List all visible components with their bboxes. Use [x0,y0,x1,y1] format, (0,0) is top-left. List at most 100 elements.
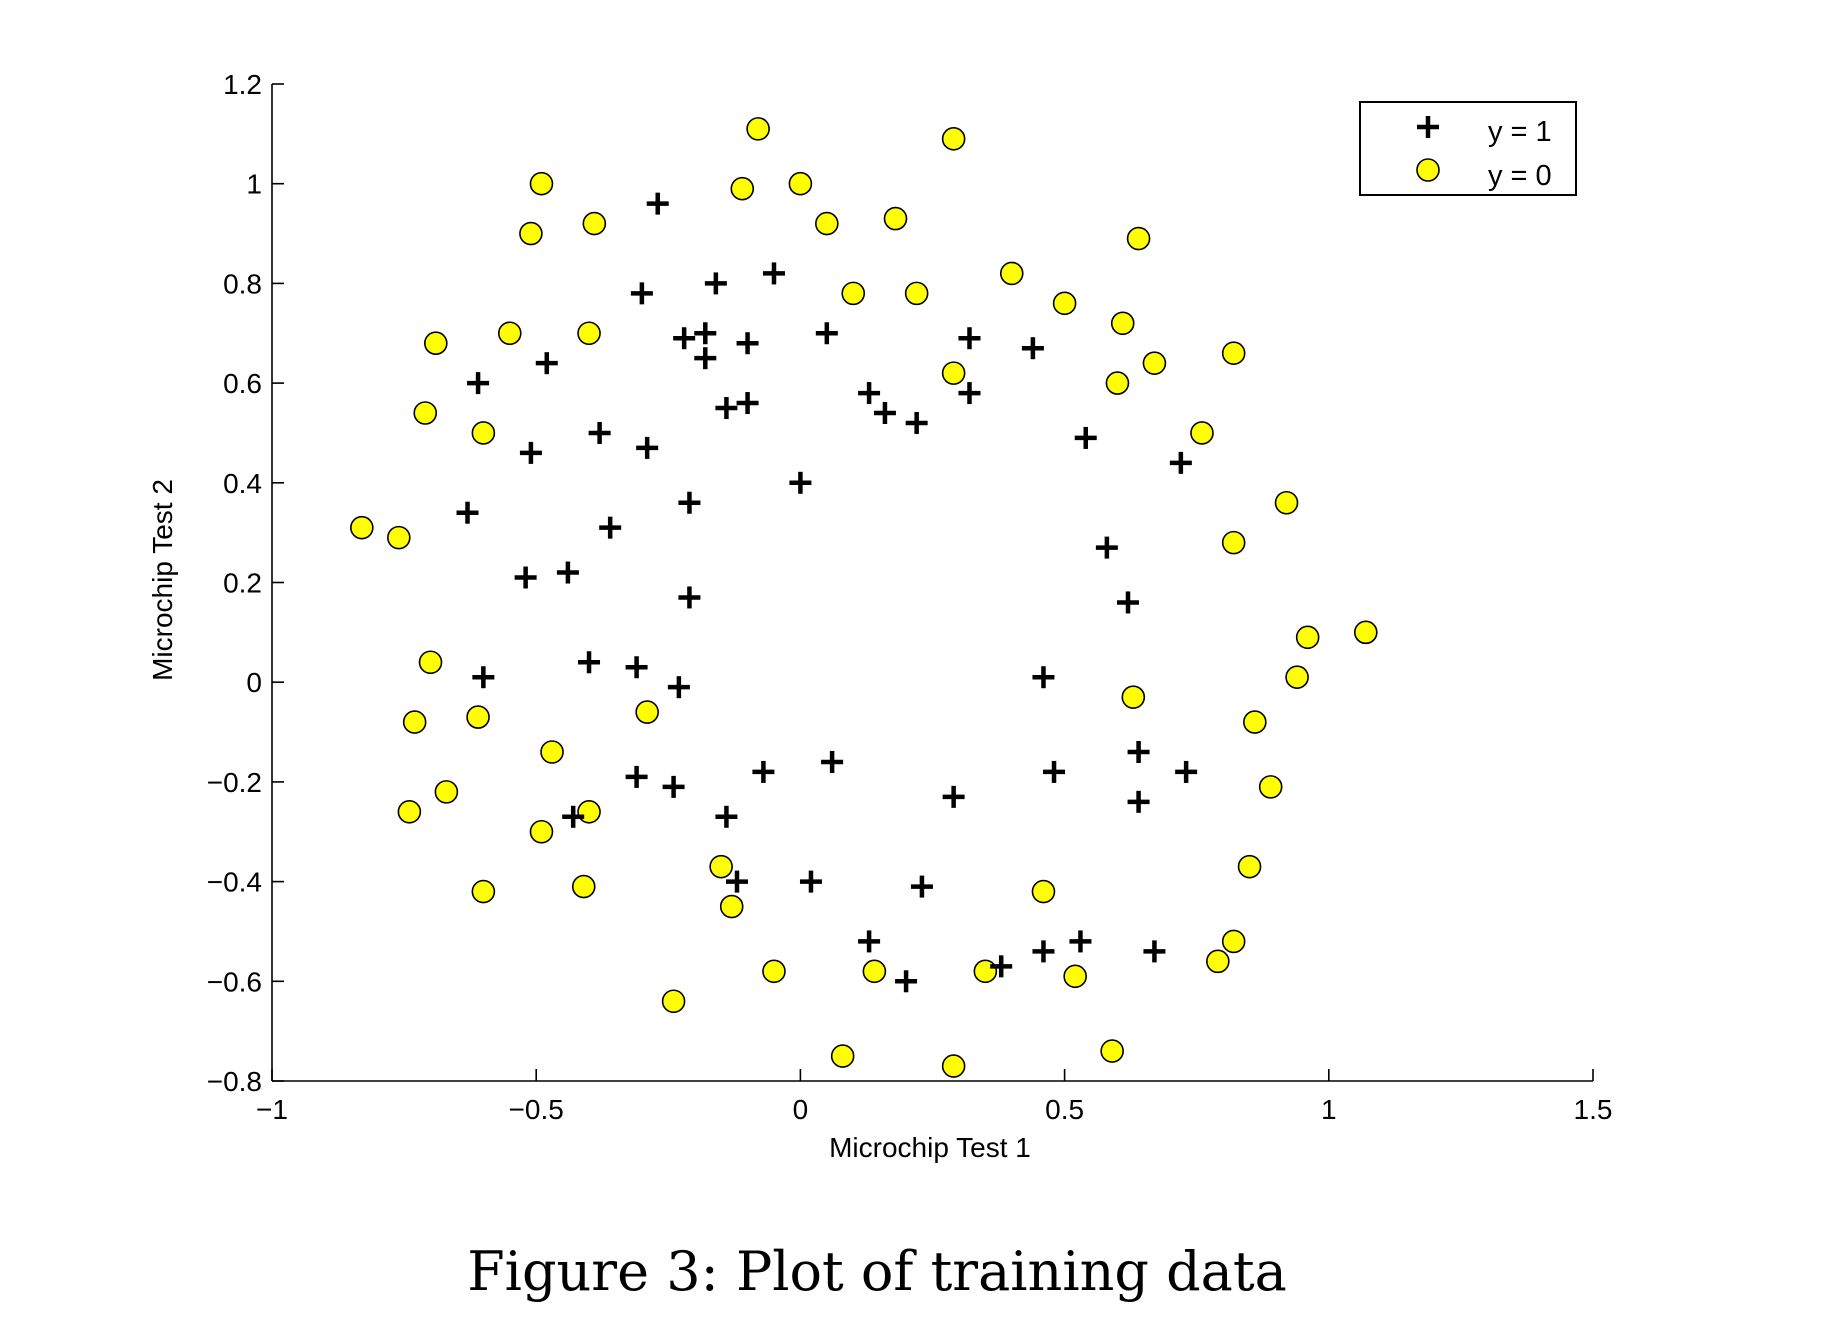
data-point-y1 [556,561,579,584]
data-point-y0 [1274,490,1299,515]
data-point-y0 [471,421,496,445]
data-point-y0 [941,361,966,385]
data-point-y1 [646,192,669,215]
data-point-y1 [873,402,896,425]
x-axis-label: Microchip Test 1 [829,1132,1031,1163]
data-point-y0 [830,1044,855,1068]
data-point-y0 [1295,625,1320,650]
data-point-y1 [1043,760,1066,783]
data-point-y0 [466,705,490,729]
data-point-y1 [1127,740,1150,763]
y-tick-label: 0.8 [223,268,262,299]
data-point-y0 [883,206,908,231]
data-point-y1 [789,471,812,494]
data-point-y1 [625,656,648,679]
data-point-y0 [434,780,459,804]
data-point-y1 [678,586,701,609]
data-point-y0 [904,281,929,306]
data-point-y1 [725,870,748,893]
data-point-y0 [350,515,374,540]
data-point-y1 [958,327,981,350]
data-point-y0 [1221,530,1246,555]
data-point-y0 [540,740,564,764]
x-tick-label: 1.5 [1574,1094,1613,1125]
y-tick-label: −0.4 [207,867,262,898]
data-point-y0 [413,401,438,425]
data-point-y1 [858,930,881,953]
data-point-y0 [1206,949,1230,974]
data-point-y0 [1221,341,1246,365]
y-tick-label: 0.2 [223,568,262,599]
data-point-y1 [1032,940,1055,963]
data-point-y1 [715,805,738,828]
data-point-y0 [788,171,813,196]
data-point-y0 [529,819,554,844]
data-point-y0 [519,221,543,246]
data-point-y0 [661,989,686,1014]
data-point-y1 [910,875,933,898]
data-point-y1 [662,775,685,798]
legend: y = 1 y = 0 [1359,101,1577,196]
x-tick-label: 0.5 [1045,1094,1084,1125]
data-point-y1 [990,955,1013,978]
data-point-y1 [694,322,717,345]
y-tick-label: −0.2 [207,767,262,798]
data-point-y1 [1095,536,1118,559]
series-y0-points [350,117,1378,1078]
data-point-y0 [571,874,596,899]
data-point-y0 [762,959,786,984]
data-point-y1 [942,785,965,808]
figure-caption: Figure 3: Plot of training data [467,1240,1287,1303]
data-point-y0 [397,800,422,824]
data-point-y0 [973,959,998,984]
data-point-y1 [578,651,601,674]
data-point-y0 [577,321,601,346]
y-axis-ticks: −0.8 −0.6 −0.4 −0.2 0 0.2 0.4 0.6 0.8 1 1.2 [207,69,284,1097]
data-point-y1 [1127,790,1150,813]
series-y1-points [456,192,1198,993]
data-point-y0 [841,281,866,306]
data-point-y1 [815,322,838,345]
x-tick-label: 1 [1321,1094,1337,1125]
x-axis-ticks: −1 −0.5 0 0.5 1 1.5 [256,1069,1612,1125]
data-point-y1 [630,282,653,305]
data-point-y1 [704,272,727,295]
legend-plus-marker [1417,116,1439,138]
axes [271,84,1593,1082]
legend-label-y1: y = 1 [1488,116,1552,148]
data-point-y0 [719,894,744,919]
data-point-y0 [1353,620,1378,645]
data-point-y1 [514,566,537,589]
data-point-y0 [999,261,1024,286]
data-point-y0 [1052,291,1077,316]
data-point-y0 [1237,854,1262,879]
data-point-y1 [905,411,928,434]
data-point-y1 [456,501,479,524]
data-point-y1 [752,760,775,783]
data-point-y1 [895,970,918,993]
data-point-y1 [678,491,701,514]
data-point-y1 [1169,451,1192,474]
legend-box [1359,101,1577,196]
data-point-y0 [1126,226,1151,251]
data-point-y1 [958,382,981,405]
data-point-y0 [862,959,887,984]
x-tick-label: 0 [793,1094,809,1125]
data-point-y1 [694,347,717,370]
data-point-y1 [588,421,611,444]
y-tick-label: −0.6 [207,966,262,997]
data-point-y1 [715,397,738,420]
data-point-y1 [1032,666,1055,689]
legend-plus-icon [1417,116,1439,138]
data-point-y0 [582,211,607,236]
x-tick-label: −1 [256,1094,288,1125]
data-point-y0 [1063,964,1087,989]
legend-label-y0: y = 0 [1488,160,1552,192]
x-tick-label: −0.5 [509,1094,564,1125]
data-point-y0 [815,211,839,236]
data-point-y1 [1175,760,1198,783]
data-point-y1 [736,332,759,355]
data-point-y1 [1069,930,1092,953]
data-point-y0 [1190,421,1214,445]
